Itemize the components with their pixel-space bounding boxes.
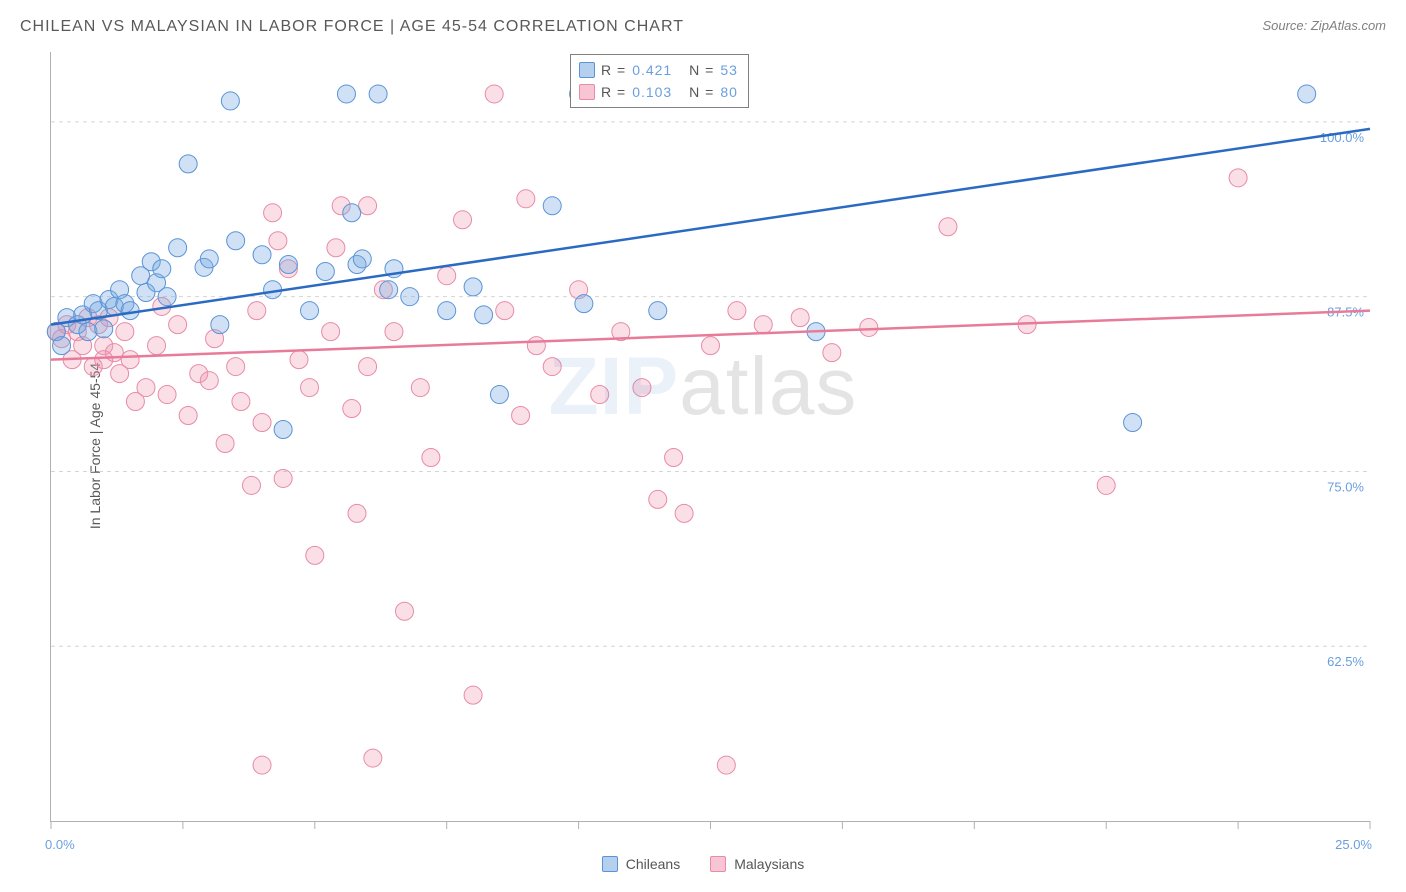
title-bar: CHILEAN VS MALAYSIAN IN LABOR FORCE | AG… [20, 18, 1386, 40]
plot-area: 62.5%75.0%87.5%100.0%0.0%25.0% [50, 52, 1370, 822]
legend-item-chileans: Chileans [602, 856, 680, 872]
chart-container: CHILEAN VS MALAYSIAN IN LABOR FORCE | AG… [0, 0, 1406, 892]
svg-text:62.5%: 62.5% [1327, 654, 1364, 669]
swatch-blue-icon [602, 856, 618, 872]
n-value-malaysians: 80 [720, 84, 738, 100]
svg-text:25.0%: 25.0% [1335, 837, 1372, 852]
svg-text:75.0%: 75.0% [1327, 479, 1364, 494]
legend-label-chileans: Chileans [626, 856, 680, 872]
n-value-chileans: 53 [720, 62, 738, 78]
corr-row-chileans: R = 0.421 N = 53 [579, 59, 738, 81]
correlation-legend: R = 0.421 N = 53 R = 0.103 N = 80 [570, 54, 749, 108]
corr-row-malaysians: R = 0.103 N = 80 [579, 81, 738, 103]
r-label: R = [601, 84, 626, 100]
n-label: N = [689, 84, 714, 100]
swatch-blue-icon [579, 62, 595, 78]
bottom-legend: Chileans Malaysians [0, 856, 1406, 872]
legend-label-malaysians: Malaysians [734, 856, 804, 872]
scatter-chart: 62.5%75.0%87.5%100.0%0.0%25.0% [51, 52, 1370, 821]
r-value-malaysians: 0.103 [632, 84, 672, 100]
r-value-chileans: 0.421 [632, 62, 672, 78]
source-label: Source: ZipAtlas.com [1262, 18, 1386, 33]
swatch-pink-icon [710, 856, 726, 872]
chart-title: CHILEAN VS MALAYSIAN IN LABOR FORCE | AG… [20, 18, 684, 35]
legend-item-malaysians: Malaysians [710, 856, 804, 872]
n-label: N = [689, 62, 714, 78]
svg-text:0.0%: 0.0% [45, 837, 75, 852]
r-label: R = [601, 62, 626, 78]
swatch-pink-icon [579, 84, 595, 100]
